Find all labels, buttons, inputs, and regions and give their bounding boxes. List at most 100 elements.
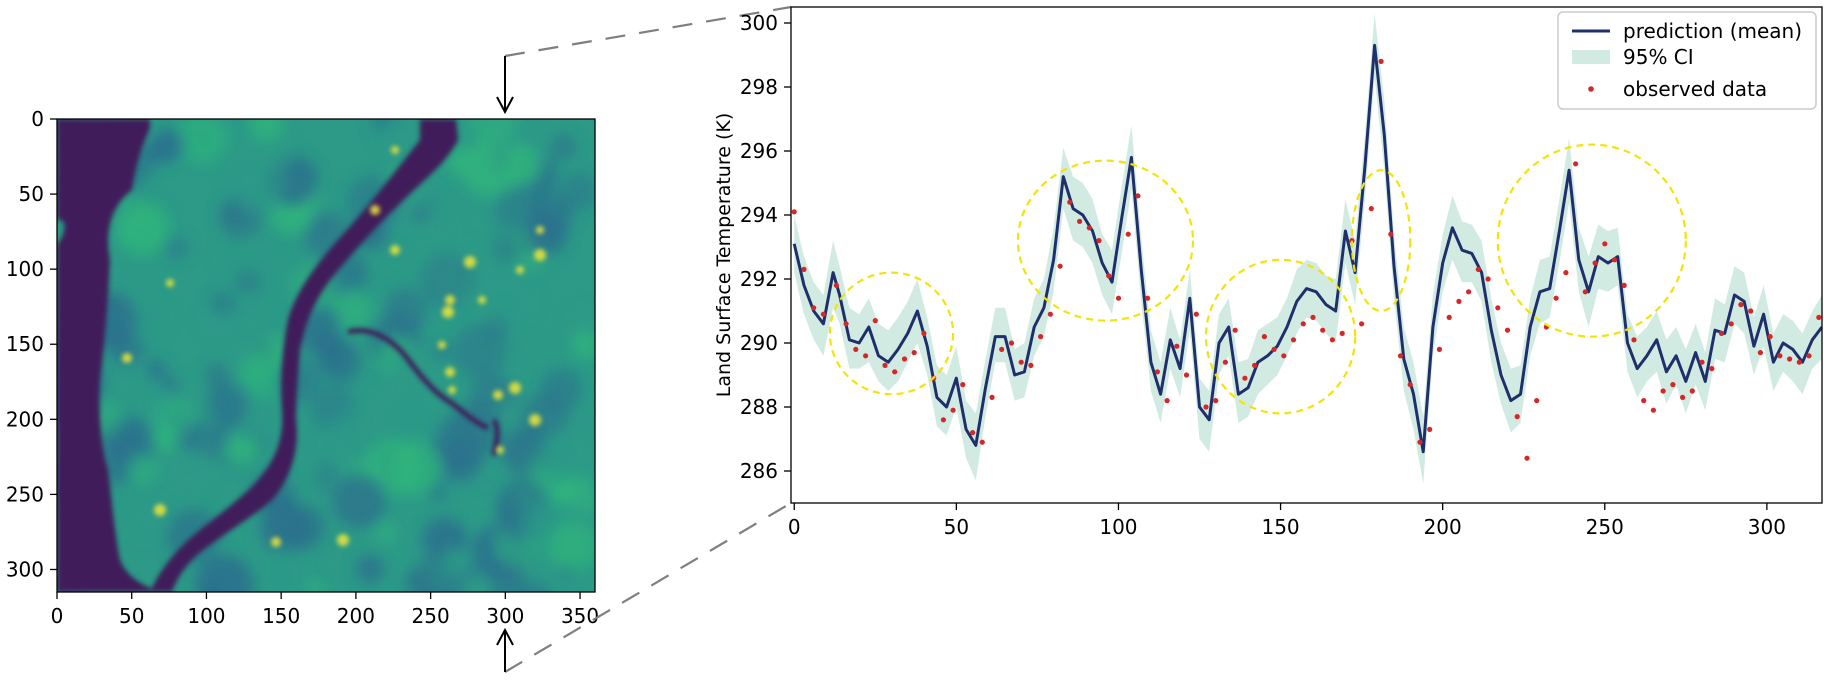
- observed-point: [1038, 334, 1044, 340]
- newtown-creek: [347, 328, 490, 431]
- observed-point: [1573, 161, 1579, 167]
- heatmap-hotspot: [534, 249, 546, 261]
- chart-y-tick-label: 294: [740, 203, 778, 227]
- heatmap-texture-cell: [412, 205, 429, 223]
- chart-x-tick-label: 0: [788, 515, 801, 539]
- observed-point: [1203, 404, 1209, 410]
- observed-point: [1125, 231, 1131, 237]
- chart-x-tick-label: 200: [1424, 515, 1462, 539]
- observed-point: [999, 346, 1005, 352]
- heatmap-texture-cell: [429, 484, 446, 502]
- legend: prediction (mean) 95% CI observed data: [1557, 11, 1817, 110]
- connector-line-bottom: [504, 502, 792, 673]
- observed-point: [1631, 337, 1637, 343]
- observed-point: [1738, 302, 1744, 308]
- heatmap-x-tick-label: 100: [187, 604, 225, 628]
- heatmap-hotspot: [509, 382, 521, 394]
- heatmap-hotspot: [154, 504, 166, 516]
- heatmap-y-tick-label: 150: [6, 332, 44, 356]
- observed-point: [892, 369, 898, 375]
- observed-point: [1787, 356, 1793, 362]
- chart-y-axis: 286 288 290 292 294 296 298 300: [740, 11, 791, 483]
- observed-point: [1008, 340, 1015, 346]
- heatmap-hotspot: [445, 295, 455, 305]
- chart-x-tick-label: 300: [1748, 515, 1786, 539]
- heatmap-texture-cell: [441, 548, 469, 576]
- heatmap-texture-cell: [524, 213, 568, 256]
- observed-point: [1261, 334, 1267, 340]
- observed-point: [1057, 263, 1063, 269]
- heatmap-hotspot: [529, 414, 541, 426]
- annotation-circle: [828, 271, 955, 396]
- chart-y-tick-label: 300: [740, 11, 778, 35]
- observed-point: [872, 318, 878, 324]
- heatmap-x-axis: 0 50 100 150 200 250 300 350: [51, 592, 599, 628]
- observed-point: [1028, 362, 1034, 368]
- observed-point: [801, 266, 807, 272]
- observed-point: [1757, 350, 1763, 356]
- observed-point: [1115, 295, 1122, 301]
- ci-band: [794, 13, 1822, 484]
- chart-x-tick-label: 50: [944, 515, 969, 539]
- annotation-circle: [1204, 258, 1357, 415]
- observed-point: [979, 439, 985, 445]
- heatmap-texture-cell: [345, 402, 365, 422]
- observed-point: [833, 282, 840, 288]
- y-axis-title: Land Surface Temperature (K): [713, 113, 735, 397]
- legend-label-ci: 95% CI: [1623, 45, 1694, 69]
- observed-point: [1611, 257, 1618, 263]
- heatmap-texture-cell: [151, 128, 185, 162]
- line-chart-panel: 0 50 100 150 200 250 300 286 288 290 292 294 296 298…: [713, 6, 1823, 539]
- legend-label-observed: observed data: [1623, 77, 1767, 101]
- heatmap-hotspot: [496, 446, 504, 454]
- hudson-river: [57, 119, 160, 592]
- heatmap-texture-cell: [126, 453, 157, 484]
- heatmap-x-tick-label: 250: [412, 604, 450, 628]
- observed-point: [1300, 321, 1306, 327]
- observed-point: [1670, 382, 1676, 388]
- heatmap-texture-cell: [374, 521, 397, 544]
- heatmap-texture-cell: [389, 351, 443, 405]
- heatmap-hotspot: [464, 256, 476, 268]
- observed-point: [1388, 231, 1394, 237]
- annotation-circles: [828, 143, 1687, 415]
- heatmap-x-tick-label: 150: [262, 604, 300, 628]
- heatmap-y-tick-label: 0: [31, 107, 44, 131]
- observed-point: [1213, 398, 1219, 404]
- observed-point: [1310, 314, 1316, 320]
- heatmap-hotspot: [448, 386, 456, 394]
- heatmap-texture-cell: [140, 499, 172, 531]
- observed-point: [1290, 337, 1297, 343]
- observed-point: [1495, 305, 1501, 311]
- heatmap-texture-cell: [494, 234, 524, 264]
- observed-point: [911, 350, 917, 356]
- heatmap-texture-cell: [452, 324, 507, 379]
- chart-x-tick-label: 250: [1586, 515, 1624, 539]
- heatmap-texture-cell: [305, 579, 326, 592]
- observed-point: [1621, 282, 1627, 288]
- heatmap-texture-cell: [478, 273, 534, 330]
- observed-point: [1504, 327, 1511, 333]
- heatmap-hotspot: [370, 205, 380, 215]
- heatmap-texture-cell: [235, 269, 260, 295]
- observed-point: [1456, 298, 1462, 304]
- observed-point: [1183, 372, 1190, 378]
- annotation-circle: [1350, 169, 1412, 313]
- legend-label-mean: prediction (mean): [1623, 19, 1802, 43]
- observed-point: [1339, 330, 1345, 336]
- observed-point: [882, 362, 888, 368]
- observed-point: [1641, 398, 1647, 404]
- observed-point: [1077, 218, 1083, 224]
- zoom-connector: [496, 5, 792, 673]
- heatmap-x-tick-label: 350: [561, 604, 599, 628]
- heatmap-y-tick-label: 250: [6, 482, 44, 506]
- observed-point: [1728, 321, 1734, 327]
- observed-point: [1699, 359, 1705, 365]
- heatmap-texture-cell: [210, 291, 236, 316]
- chart-x-axis: 0 50 100 150 200 250 300: [788, 503, 1786, 539]
- observed-point: [1680, 394, 1686, 400]
- heatmap-texture-cell: [391, 546, 409, 564]
- annotation-circle: [1496, 143, 1687, 338]
- chart-y-tick-label: 298: [740, 75, 778, 99]
